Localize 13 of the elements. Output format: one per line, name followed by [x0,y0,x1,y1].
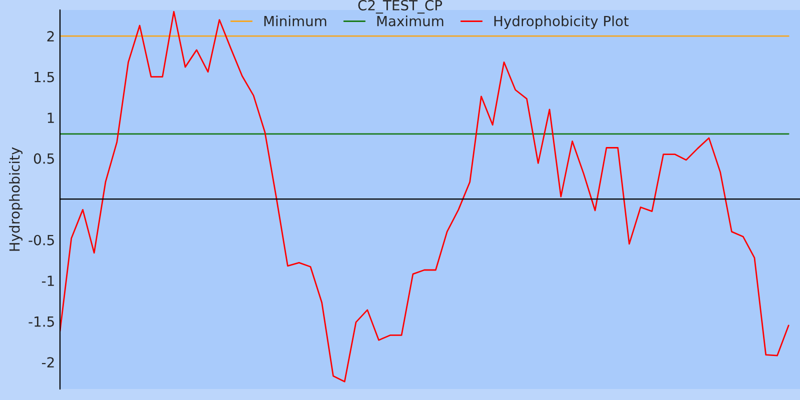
y-tick-label: 0.5 [34,153,54,164]
y-tick-label: -0.5 [28,234,54,246]
legend-label: Minimum [264,16,326,26]
y-tick-label: 1 [48,112,54,123]
y-tick-label: -1.5 [28,316,54,327]
y-tick-label: -2 [42,357,54,368]
legend-label: Hydrophobicity Plot [494,16,629,29]
y-tick-label: 2 [47,31,54,42]
legend-label: Maximum [377,16,444,26]
y-tick-label: -1 [42,276,54,286]
chart-title: C2_TEST_CP [358,0,442,14]
y-axis-title: Hydrophobicity [9,147,22,251]
y-tick-label: 1.5 [34,72,54,82]
